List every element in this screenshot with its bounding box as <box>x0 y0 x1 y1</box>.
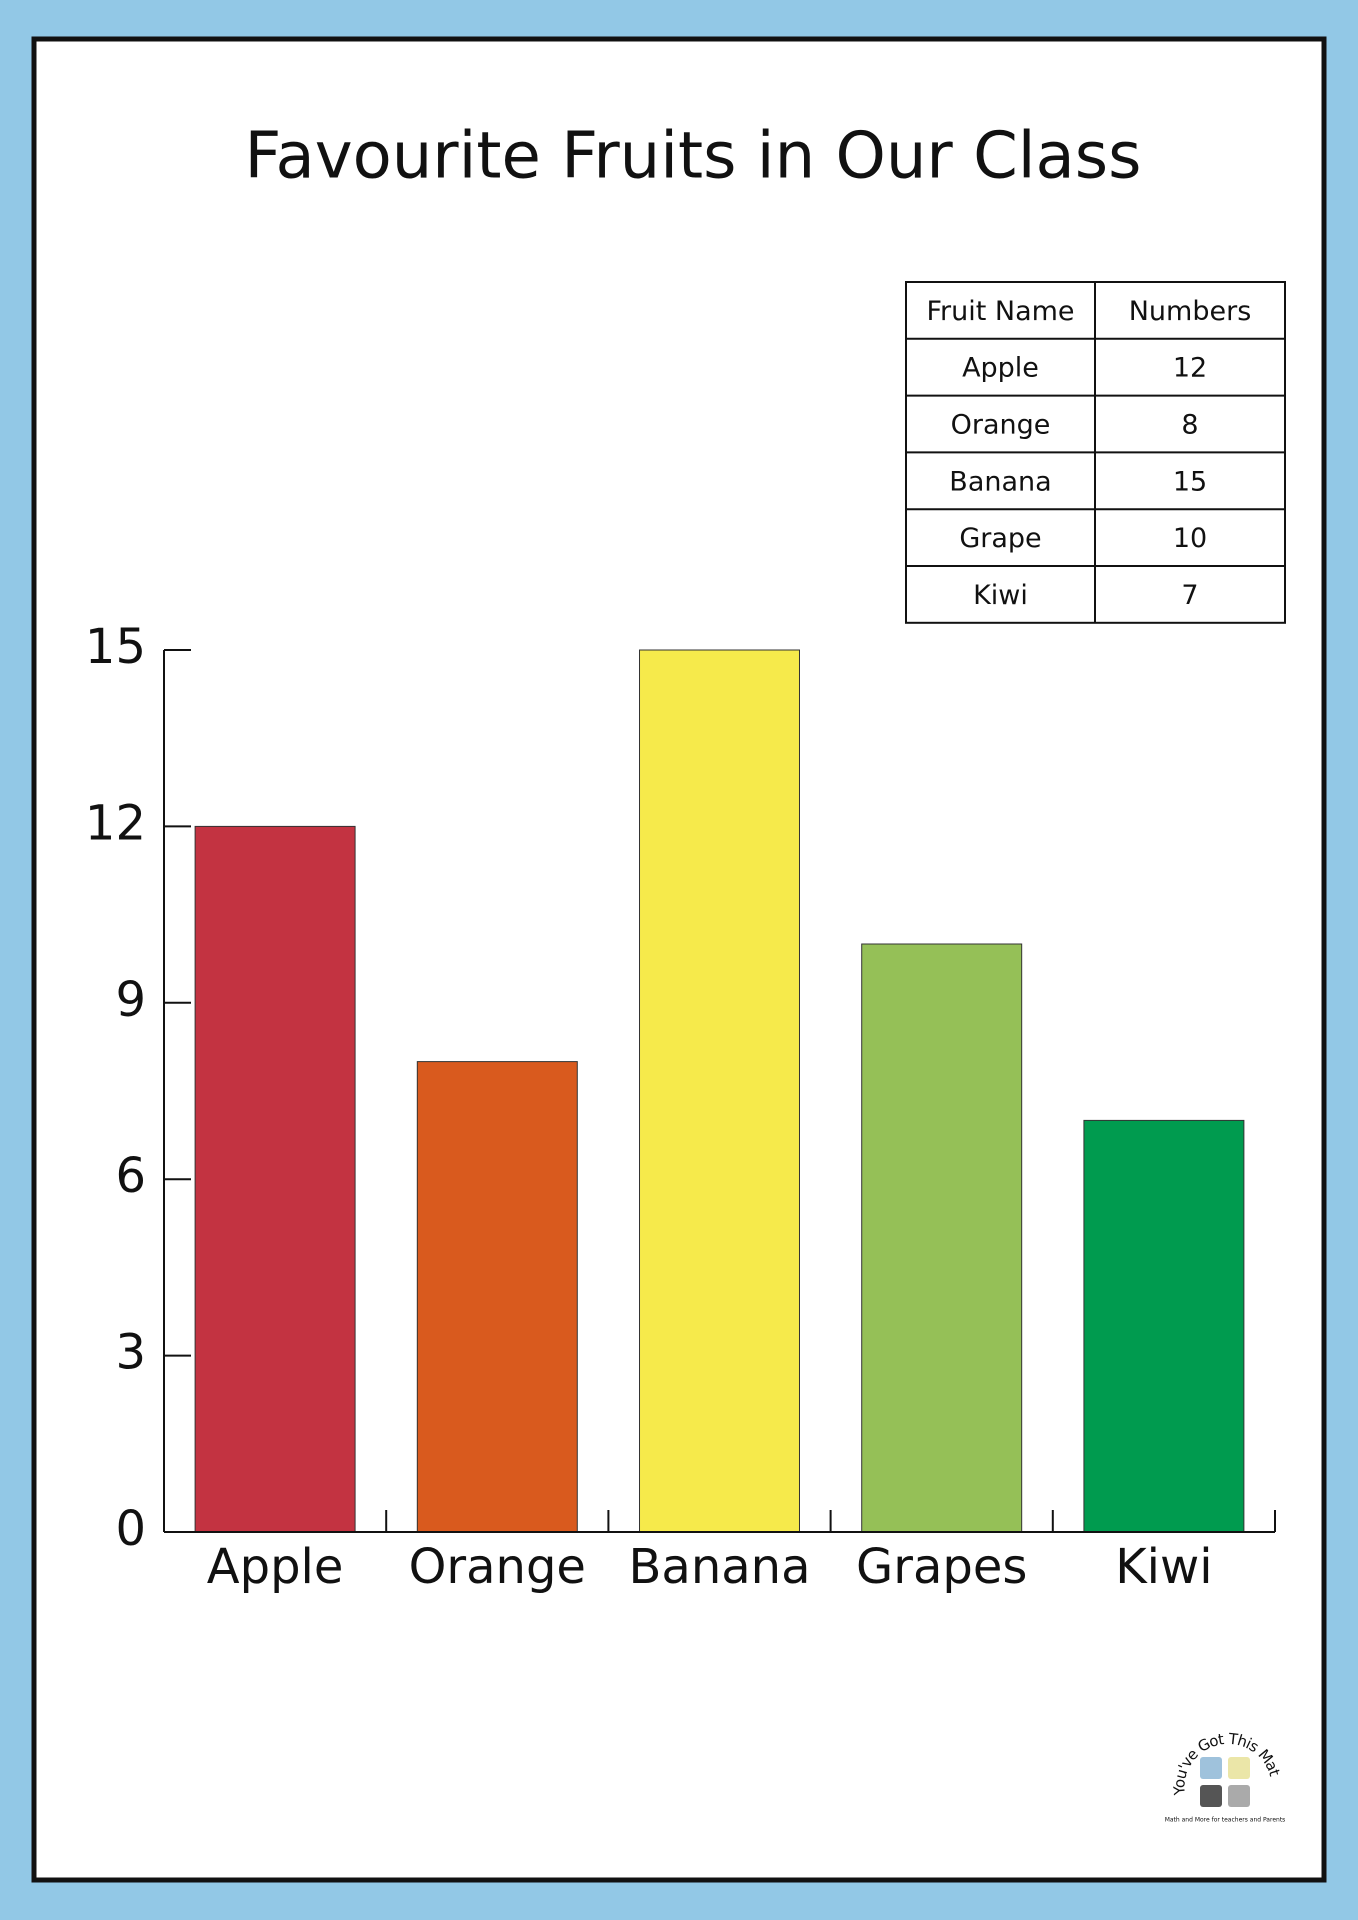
bar <box>639 649 800 1533</box>
table-cell: Apple <box>962 353 1039 384</box>
logo-icon <box>1200 1757 1222 1779</box>
bar <box>194 825 356 1533</box>
logo-icon <box>1228 1757 1250 1779</box>
y-tick-label: 15 <box>85 619 146 675</box>
table-cell: 12 <box>1173 353 1207 384</box>
y-tick-label: 6 <box>115 1148 146 1204</box>
table-cell: 7 <box>1181 580 1198 611</box>
y-tick-label: 3 <box>115 1325 146 1381</box>
x-tick-label: Banana <box>628 1539 810 1595</box>
bar <box>416 1061 578 1533</box>
table-cell: Orange <box>951 410 1051 441</box>
table-cell: 15 <box>1173 466 1207 497</box>
bar <box>1083 1119 1245 1533</box>
table-cell: 10 <box>1173 523 1207 554</box>
bar <box>861 943 1023 1533</box>
logo-icon <box>1200 1785 1222 1807</box>
logo-tagline: Math and More for teachers and Parents <box>1165 1817 1286 1824</box>
table-cell: 8 <box>1181 410 1198 441</box>
table-cell: Grape <box>959 523 1041 554</box>
y-tick-label: 12 <box>85 795 146 851</box>
x-tick-label: Kiwi <box>1115 1539 1212 1595</box>
logo-icon <box>1228 1785 1250 1807</box>
table-header: Numbers <box>1129 296 1252 327</box>
table-cell: Kiwi <box>973 580 1028 611</box>
chart-title: Favourite Fruits in Our Class <box>245 120 1142 194</box>
x-tick-label: Grapes <box>856 1539 1027 1595</box>
table-header: Fruit Name <box>926 296 1074 327</box>
y-tick-label: 0 <box>115 1501 146 1557</box>
x-tick-label: Orange <box>409 1539 586 1595</box>
table-cell: Banana <box>949 466 1051 497</box>
y-tick-label: 9 <box>115 972 146 1028</box>
x-tick-label: Apple <box>207 1539 344 1595</box>
